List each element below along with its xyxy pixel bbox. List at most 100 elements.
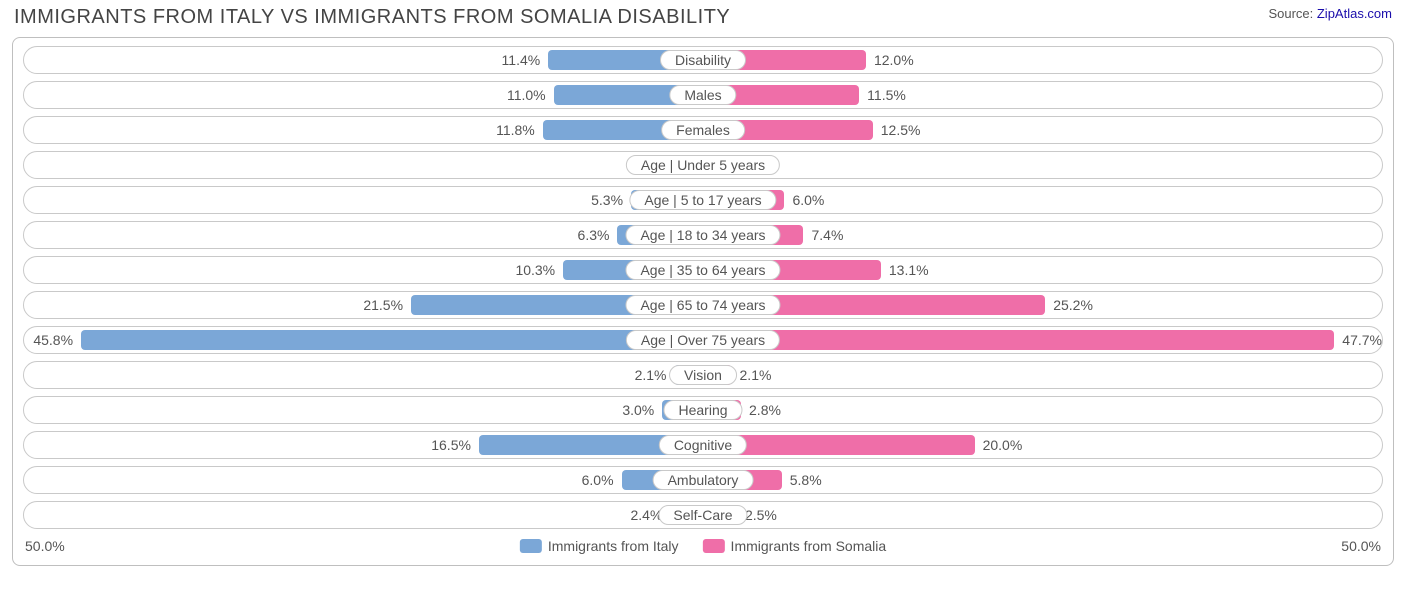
legend-swatch-right <box>703 539 725 553</box>
category-pill: Cognitive <box>659 435 747 455</box>
source-prefix: Source: <box>1268 6 1316 21</box>
category-pill: Hearing <box>663 400 742 420</box>
row-left-half: 2.4% <box>24 502 703 528</box>
right-value-label: 11.5% <box>867 87 906 103</box>
row-right-half: 12.0% <box>703 47 1382 73</box>
left-value-label: 6.3% <box>578 227 610 243</box>
row-left-half: 6.0% <box>24 467 703 493</box>
category-pill: Males <box>669 85 736 105</box>
source-citation: Source: ZipAtlas.com <box>1268 6 1392 21</box>
row-right-half: 13.1% <box>703 257 1382 283</box>
category-pill: Age | 35 to 64 years <box>625 260 780 280</box>
right-value-label: 6.0% <box>792 192 824 208</box>
row-left-half: 45.8% <box>24 327 703 353</box>
left-value-label: 11.0% <box>507 87 546 103</box>
axis-left-label: 50.0% <box>25 538 65 554</box>
row-left-half: 21.5% <box>24 292 703 318</box>
right-value-label: 5.8% <box>790 472 822 488</box>
rows-container: 11.4% 12.0% Disability 11.0% 11.5% Males 11.8%… <box>23 46 1383 529</box>
chart-row: 11.8% 12.5% Females <box>23 116 1383 144</box>
left-value-label: 6.0% <box>582 472 614 488</box>
row-right-half: 2.5% <box>703 502 1382 528</box>
row-right-half: 12.5% <box>703 117 1382 143</box>
category-pill: Ambulatory <box>653 470 754 490</box>
row-right-half: 5.8% <box>703 467 1382 493</box>
row-left-half: 16.5% <box>24 432 703 458</box>
chart-row: 45.8% 47.7% Age | Over 75 years <box>23 326 1383 354</box>
row-left-half: 6.3% <box>24 222 703 248</box>
chart-row: 6.3% 7.4% Age | 18 to 34 years <box>23 221 1383 249</box>
category-pill: Disability <box>660 50 746 70</box>
category-pill: Self-Care <box>658 505 747 525</box>
legend-label-right: Immigrants from Somalia <box>731 538 887 554</box>
right-value-label: 12.5% <box>881 122 921 138</box>
chart-area: 11.4% 12.0% Disability 11.0% 11.5% Males 11.8%… <box>12 37 1394 566</box>
legend-swatch-left <box>520 539 542 553</box>
legend-item-right: Immigrants from Somalia <box>703 538 887 554</box>
right-value-label: 2.8% <box>749 402 781 418</box>
row-right-half: 7.4% <box>703 222 1382 248</box>
row-left-half: 5.3% <box>24 187 703 213</box>
legend-label-left: Immigrants from Italy <box>548 538 679 554</box>
category-pill: Age | Under 5 years <box>626 155 780 175</box>
chart-row: 10.3% 13.1% Age | 35 to 64 years <box>23 256 1383 284</box>
row-right-half: 2.8% <box>703 397 1382 423</box>
left-value-label: 11.8% <box>496 122 535 138</box>
chart-row: 2.4% 2.5%Self-Care <box>23 501 1383 529</box>
row-right-half: 20.0% <box>703 432 1382 458</box>
chart-row: 11.4% 12.0% Disability <box>23 46 1383 74</box>
row-right-half: 25.2% <box>703 292 1382 318</box>
category-pill: Females <box>661 120 745 140</box>
category-pill: Age | 18 to 34 years <box>625 225 780 245</box>
right-value-label: 7.4% <box>811 227 843 243</box>
left-value-label: 45.8% <box>33 332 73 348</box>
right-value-label: 20.0% <box>983 437 1023 453</box>
chart-row: 1.3%1.3%Age | Under 5 years <box>23 151 1383 179</box>
left-value-label: 3.0% <box>622 402 654 418</box>
right-value-label: 25.2% <box>1053 297 1093 313</box>
right-value-label: 2.5% <box>745 507 777 523</box>
row-left-half: 10.3% <box>24 257 703 283</box>
right-value-label: 47.7% <box>1342 332 1382 348</box>
category-pill: Age | 65 to 74 years <box>625 295 780 315</box>
source-link[interactable]: ZipAtlas.com <box>1317 6 1392 21</box>
header: IMMIGRANTS FROM ITALY VS IMMIGRANTS FROM… <box>0 0 1406 33</box>
row-left-half: 11.4% <box>24 47 703 73</box>
row-right-half: 47.7% <box>703 327 1382 353</box>
right-value-label: 2.1% <box>740 367 772 383</box>
left-value-label: 11.4% <box>502 52 541 68</box>
category-pill: Vision <box>669 365 737 385</box>
legend: Immigrants from Italy Immigrants from So… <box>520 538 886 554</box>
chart-row: 21.5% 25.2% Age | 65 to 74 years <box>23 291 1383 319</box>
chart-row: 3.0% 2.8% Hearing <box>23 396 1383 424</box>
chart-title: IMMIGRANTS FROM ITALY VS IMMIGRANTS FROM… <box>14 6 730 29</box>
category-pill: Age | Over 75 years <box>626 330 780 350</box>
chart-footer: 50.0% Immigrants from Italy Immigrants f… <box>23 535 1383 557</box>
row-left-half: 11.8% <box>24 117 703 143</box>
category-pill: Age | 5 to 17 years <box>629 190 776 210</box>
row-right-half: 11.5% <box>703 82 1382 108</box>
row-left-half: 3.0% <box>24 397 703 423</box>
left-value-label: 5.3% <box>591 192 623 208</box>
right-bar <box>703 330 1334 350</box>
axis-right-label: 50.0% <box>1341 538 1381 554</box>
row-right-half: 2.1% <box>703 362 1382 388</box>
chart-row: 6.0% 5.8% Ambulatory <box>23 466 1383 494</box>
left-bar <box>81 330 703 350</box>
right-value-label: 13.1% <box>889 262 929 278</box>
left-value-label: 10.3% <box>515 262 555 278</box>
chart-row: 5.3% 6.0% Age | 5 to 17 years <box>23 186 1383 214</box>
chart-row: 11.0% 11.5% Males <box>23 81 1383 109</box>
right-value-label: 12.0% <box>874 52 914 68</box>
row-left-half: 1.3% <box>24 152 703 178</box>
legend-item-left: Immigrants from Italy <box>520 538 679 554</box>
row-right-half: 6.0% <box>703 187 1382 213</box>
row-left-half: 11.0% <box>24 82 703 108</box>
row-left-half: 2.1% <box>24 362 703 388</box>
left-value-label: 16.5% <box>431 437 471 453</box>
chart-row: 2.1% 2.1%Vision <box>23 361 1383 389</box>
chart-row: 16.5% 20.0% Cognitive <box>23 431 1383 459</box>
left-value-label: 21.5% <box>363 297 403 313</box>
row-right-half: 1.3% <box>703 152 1382 178</box>
left-value-label: 2.1% <box>635 367 667 383</box>
